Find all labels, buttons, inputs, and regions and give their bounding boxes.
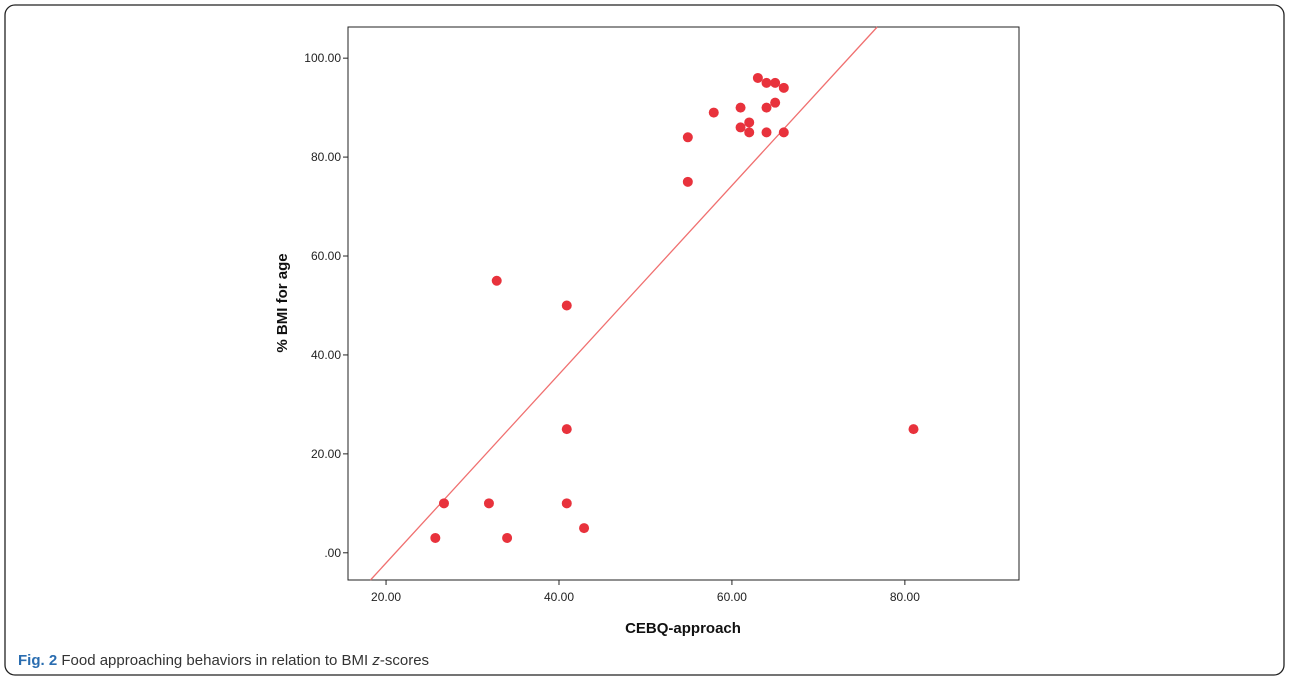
point (735, 102, 746, 113)
point (430, 532, 441, 543)
point (908, 424, 919, 435)
y-tick-label: 40.00 (311, 348, 341, 362)
caption-text: Food approaching behaviors in relation t… (61, 652, 372, 669)
point (502, 532, 513, 543)
point (744, 117, 755, 128)
point (770, 97, 781, 108)
x-tick-label: 20.00 (371, 590, 401, 604)
point (761, 127, 772, 138)
point (778, 127, 789, 138)
point (483, 498, 494, 509)
point (682, 176, 693, 187)
caption-after: -scores (380, 652, 429, 669)
x-tick-label: 60.00 (717, 590, 747, 604)
point (491, 275, 502, 286)
y-tick-label: 80.00 (311, 150, 341, 164)
caption: Fig. 2 Food approaching behaviors in rel… (18, 652, 429, 669)
point (561, 424, 572, 435)
x-tick-label: 80.00 (890, 590, 920, 604)
point (708, 107, 719, 118)
point (561, 498, 572, 509)
point (752, 72, 763, 83)
y-tick-label: 100.00 (304, 51, 341, 65)
fit-line (370, 26, 878, 581)
point (761, 102, 772, 113)
y-tick-label: .00 (324, 546, 341, 560)
caption-label: Fig. 2 (18, 652, 57, 669)
plot-area (347, 26, 1020, 581)
x-axis-title: CEBQ-approach (625, 620, 741, 637)
point (438, 498, 449, 509)
point (761, 77, 772, 88)
caption-italic: z (371, 652, 380, 669)
point (735, 122, 746, 133)
point (770, 77, 781, 88)
point (778, 82, 789, 93)
y-tick-label: 60.00 (311, 249, 341, 263)
frame (4, 4, 1285, 676)
point (682, 132, 693, 143)
y-axis-title: % BMI for age (274, 253, 291, 352)
point (744, 127, 755, 138)
y-tick-label: 20.00 (311, 447, 341, 461)
point (561, 300, 572, 311)
x-tick-label: 40.00 (544, 590, 574, 604)
point (579, 523, 590, 534)
